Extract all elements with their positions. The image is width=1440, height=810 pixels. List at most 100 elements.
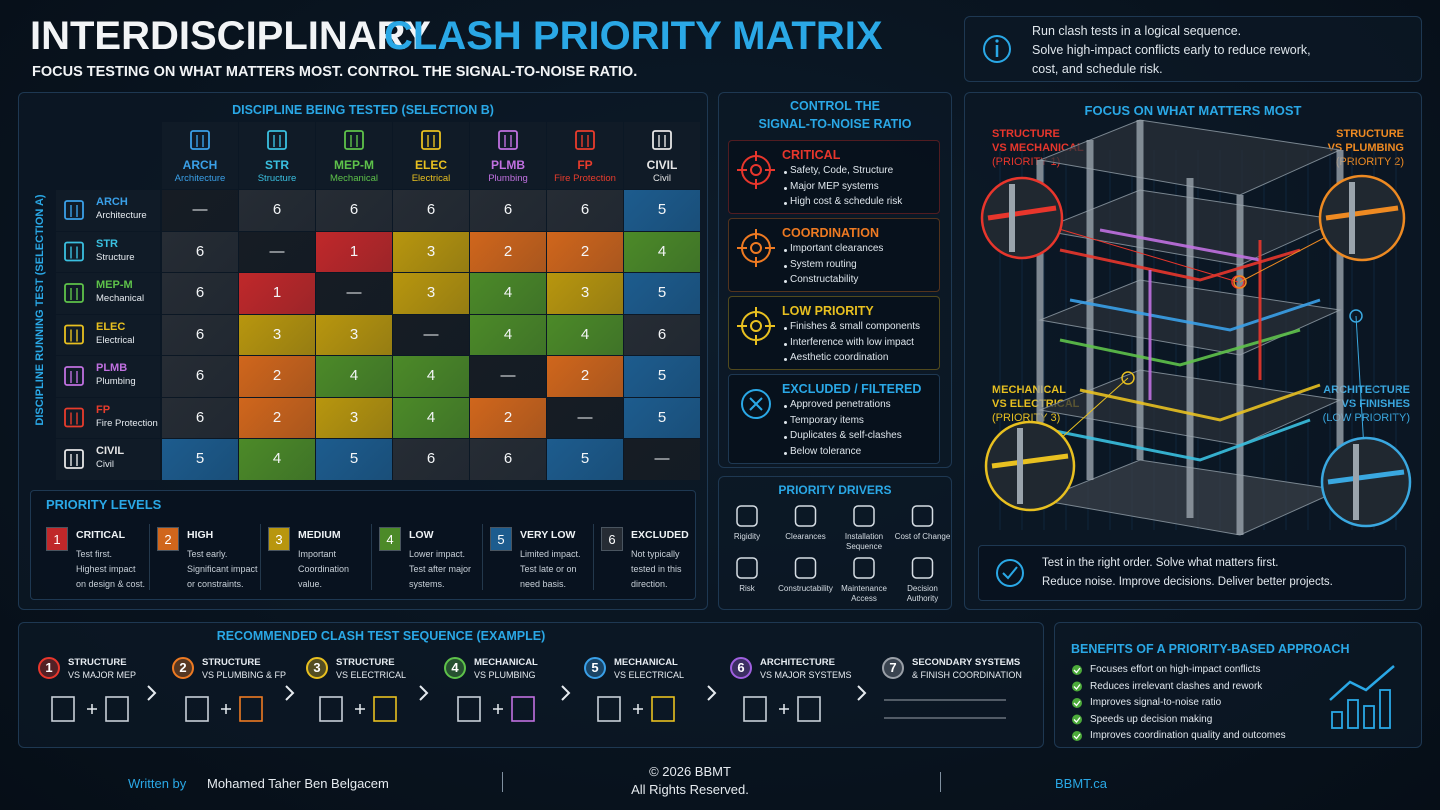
column-code: STR [265,158,289,172]
title-part2: CLASH PRIORITY MATRIX [384,14,883,58]
matrix-cell: 1 [316,231,392,272]
matrix-cell: 2 [470,231,546,272]
row-name: Structure [96,251,135,263]
matrix-cell: 5 [624,356,700,397]
level-label: EXCLUDED [631,529,689,541]
level-text: Test early. [187,549,228,559]
step-text: VS ELECTRICAL [336,670,407,680]
driver-label: Risk [739,584,755,593]
bullet [784,358,787,362]
level-text: Highest impact [76,564,136,574]
signal-item: Constructability [790,274,859,286]
bullet [784,420,787,424]
matrix-cell: 3 [547,273,623,314]
matrix-cell: 6 [470,190,546,231]
level-text: Lower impact. [409,549,466,559]
matrix-cell: 6 [393,439,469,480]
column-name: Plumbing [488,173,528,184]
matrix-cell: 3 [316,397,392,438]
callout-text: ARCHITECTURE [1323,384,1410,396]
callout-text: MECHANICAL [992,384,1066,396]
matrix-cell: 6 [162,273,238,314]
matrix-cell: 6 [162,314,238,355]
level-number: 6 [601,527,623,551]
step-number: 5 [584,657,606,679]
signal-item: Major MEP systems [790,180,879,192]
panel [964,92,1422,610]
level-label: MEDIUM [298,529,341,541]
benefit-item: Focuses effort on high-impact conflicts [1090,664,1261,675]
callout-text: STRUCTURE [1336,128,1404,140]
matrix-cell: 5 [624,190,700,231]
matrix-cell: — [624,439,700,480]
divider [482,524,483,590]
column-name: Civil [653,173,671,184]
driver-label: Clearances [785,532,826,541]
driver-label: Constructability [778,584,833,593]
site: BBMT.ca [1055,776,1108,791]
divider [371,524,372,590]
driver-label: Decision Authority [906,584,939,603]
matrix-cell: 5 [316,439,392,480]
callout-text: (PRIORITY 3) [992,412,1061,424]
signal-item: Aesthetic coordination [790,352,889,364]
signal-item: Below tolerance [790,445,862,457]
level-text: direction. [631,579,668,589]
level-label: LOW [409,529,434,541]
column-code: ARCH [182,158,218,172]
matrix-cell: — [239,231,315,272]
step-number: 3 [306,657,328,679]
step-text: SECONDARY SYSTEMS [912,657,1021,668]
level-text: Not typically [631,549,680,559]
row-name: Fire Protection [96,417,158,429]
matrix-cell: 5 [162,439,238,480]
step-number: 7 [882,657,904,679]
signal-item: System routing [790,258,857,270]
matrix-cell: 4 [239,439,315,480]
focus-title: FOCUS ON WHAT MATTERS MOST [1084,103,1302,118]
driver-label: Maintenance Access [841,584,887,603]
benefit-item: Reduces irrelevant clashes and rework [1090,680,1263,692]
bullet [784,264,787,268]
bullet [784,405,787,408]
callout-text: VS PLUMBING [1327,142,1404,154]
signal-item: Important clearances [790,243,884,254]
row-code: FP [96,403,111,416]
matrix-cell: 4 [547,314,623,355]
level-text: Test late or on [520,564,577,574]
column-name: Electrical [411,173,451,184]
divider [260,524,261,590]
sub-panel [978,545,1406,601]
matrix-cell: 2 [547,356,623,397]
bullet [784,436,787,440]
row-name: Architecture [96,210,147,221]
bullet [784,186,787,190]
matrix-cell: 2 [547,231,623,272]
bullet [784,451,787,455]
divider [502,772,503,792]
matrix-cell: 2 [470,397,546,438]
info-line: Solve high-impact conflicts early to red… [1032,43,1311,57]
bullet [784,280,787,284]
matrix-cell: — [316,273,392,314]
panel [18,622,1044,748]
divider [940,772,941,792]
written-by: Written by [128,776,187,791]
matrix-cell: 2 [239,356,315,397]
signal-category: CRITICAL [782,148,841,162]
row-name: Civil [96,459,114,470]
driver-label: Rigidity [733,532,761,541]
level-text: systems. [409,579,445,589]
benefit-item: Improves coordination quality and outcom… [1090,730,1286,741]
callout-text: VS FINISHES [1341,398,1410,410]
column-code: FP [577,158,593,172]
bullet [784,342,787,346]
level-text: Test after major [409,564,472,574]
step-text: ARCHITECTURE [760,657,835,668]
matrix-cell: 6 [316,190,392,231]
level-text: Coordination [298,564,350,574]
sub-panel [30,490,696,600]
level-label: VERY LOW [520,529,576,541]
column-name: Structure [257,173,297,184]
